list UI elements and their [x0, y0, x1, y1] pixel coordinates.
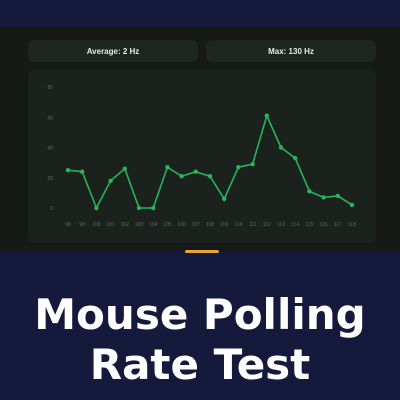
max-rate-card: Max: 130 Hz: [206, 40, 376, 62]
x-tick-label: 103: [135, 222, 144, 228]
data-point: [236, 164, 241, 170]
x-tick-label: 118: [348, 222, 356, 228]
headline-line-1: Mouse Polling: [34, 290, 366, 339]
data-point: [321, 195, 326, 200]
x-tick-label: 116: [320, 222, 328, 228]
average-rate-card: Average: 2 Hz: [28, 40, 198, 62]
polling-rate-line: [67, 114, 353, 209]
y-tick-label: 0: [50, 206, 53, 212]
data-point: [349, 202, 355, 208]
data-point: [293, 155, 298, 161]
x-tick-label: 101: [106, 222, 115, 228]
data-point: [250, 161, 255, 167]
x-tick-label: 109: [220, 222, 229, 228]
data-point: [193, 169, 198, 174]
x-tick-label: 100: [92, 222, 101, 228]
x-tick-label: 117: [334, 222, 342, 228]
data-point: [65, 167, 71, 173]
x-tick-label: 110: [234, 222, 242, 228]
data-point: [108, 178, 113, 183]
y-tick-label: 40: [47, 146, 53, 152]
y-tick-label: 80: [47, 85, 53, 91]
data-point: [179, 174, 184, 179]
x-tick-label: 105: [163, 222, 172, 228]
data-point: [207, 174, 213, 179]
polling-rate-chart: 0 20 40 60 80 98 99 100 101 102 103 104 105 106 107 108…: [28, 70, 376, 243]
y-tick-label: 60: [47, 115, 53, 121]
x-tick-label: 102: [121, 222, 130, 228]
x-tick-label: 113: [277, 222, 285, 228]
polling-test-screenshot: Average: 2 Hz Max: 130 Hz 0 20 40 60 80 98 99 1…: [0, 27, 400, 252]
x-tick-label: 108: [206, 222, 215, 228]
y-tick-label: 20: [47, 176, 53, 182]
x-tick-label: 114: [291, 222, 299, 228]
headline: Mouse Polling Rate Test: [0, 290, 400, 390]
data-point: [278, 145, 284, 150]
accent-bar: [185, 250, 219, 253]
data-point: [264, 113, 269, 118]
data-point: [151, 205, 156, 211]
data-point: [335, 193, 340, 199]
data-point: [136, 205, 142, 211]
max-rate-label: Max: 130 Hz: [268, 46, 314, 56]
data-point: [307, 189, 312, 194]
data-point: [122, 166, 128, 171]
data-point: [165, 164, 170, 170]
headline-line-2: Rate Test: [89, 340, 311, 389]
x-tick-label: 107: [192, 222, 201, 228]
data-point: [80, 169, 85, 174]
x-tick-label: 99: [79, 222, 85, 228]
data-point: [222, 196, 227, 202]
average-rate-label: Average: 2 Hz: [86, 46, 140, 56]
x-tick-label: 104: [149, 222, 158, 228]
x-tick-label: 106: [177, 222, 186, 228]
x-tick-label: 115: [305, 222, 313, 228]
x-tick-label: 111: [249, 222, 257, 228]
chart-canvas: 0 20 40 60 80 98 99 100 101 102 103 104 105 106 107 108…: [47, 85, 356, 228]
data-point: [94, 205, 99, 211]
x-tick-label: 112: [263, 222, 271, 228]
x-tick-label: 98: [65, 222, 71, 228]
